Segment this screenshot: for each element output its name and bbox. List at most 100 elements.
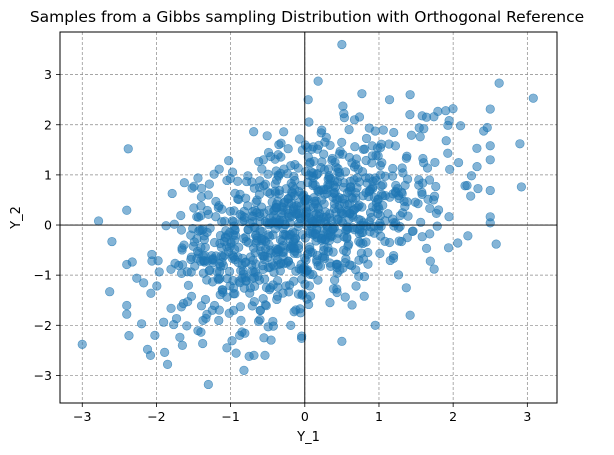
data-point	[289, 243, 299, 253]
data-point	[215, 230, 226, 241]
x-tick-label: −3	[73, 409, 91, 424]
data-point	[466, 171, 477, 181]
data-point	[401, 153, 411, 163]
data-point	[318, 185, 329, 195]
data-point	[293, 218, 304, 228]
x-axis-label: Y_1	[296, 430, 320, 445]
data-point	[453, 238, 463, 248]
data-point	[282, 231, 292, 241]
data-point	[201, 313, 211, 323]
data-point	[214, 164, 224, 174]
data-point	[453, 157, 464, 168]
data-point	[285, 260, 296, 270]
data-point	[339, 113, 349, 123]
data-point	[349, 115, 360, 125]
data-point	[337, 194, 347, 204]
data-point	[260, 274, 270, 284]
data-point	[214, 315, 224, 326]
data-point	[376, 231, 386, 241]
data-point	[196, 211, 206, 221]
data-point	[370, 320, 380, 330]
data-point	[255, 211, 265, 222]
data-point	[494, 78, 504, 88]
data-point	[328, 192, 338, 202]
data-point	[227, 336, 237, 346]
data-point	[200, 242, 210, 252]
data-point	[431, 208, 442, 218]
data-point	[235, 189, 245, 199]
data-point	[271, 202, 281, 212]
data-point	[209, 237, 220, 248]
x-tick-label: 2	[449, 409, 457, 424]
data-point	[254, 189, 265, 200]
data-point	[262, 131, 272, 141]
data-point	[93, 216, 104, 226]
data-point	[291, 305, 301, 315]
data-point	[384, 237, 395, 248]
data-point	[193, 173, 203, 183]
y-axis-ticks: −3 −2 −1 0 1 2 3	[34, 67, 60, 383]
data-point	[358, 144, 368, 154]
data-point	[159, 317, 169, 327]
data-point	[304, 281, 315, 291]
data-point	[405, 90, 415, 100]
data-point	[257, 164, 267, 174]
data-point	[174, 260, 184, 271]
data-point	[485, 185, 495, 196]
data-point	[196, 192, 206, 202]
data-point	[227, 167, 238, 177]
data-point	[294, 134, 305, 144]
data-point	[463, 231, 473, 241]
data-point	[357, 89, 367, 99]
data-point	[166, 303, 176, 313]
data-point	[177, 245, 187, 255]
data-point	[417, 189, 427, 200]
data-point	[384, 139, 394, 149]
data-point	[122, 259, 132, 270]
data-point	[124, 331, 134, 341]
data-point	[429, 195, 439, 205]
data-point	[472, 161, 482, 172]
data-point	[183, 280, 194, 290]
data-point	[424, 175, 435, 185]
data-point	[308, 202, 319, 212]
data-point	[294, 187, 304, 197]
data-point	[473, 183, 483, 194]
data-point	[320, 137, 330, 147]
data-point	[354, 236, 364, 246]
y-tick-label: 2	[44, 117, 52, 132]
data-point	[405, 109, 415, 120]
data-point	[528, 93, 538, 103]
data-point	[220, 216, 230, 226]
data-point	[272, 291, 283, 301]
data-point	[433, 106, 443, 117]
data-point	[413, 199, 423, 209]
data-point	[317, 125, 327, 135]
data-point	[327, 155, 337, 165]
data-point	[279, 164, 289, 174]
data-point	[233, 176, 243, 186]
data-point	[150, 330, 160, 340]
data-point	[240, 328, 250, 338]
data-point	[374, 204, 384, 214]
data-point	[286, 320, 296, 331]
data-point	[432, 221, 442, 231]
data-point	[236, 315, 246, 325]
data-point	[283, 144, 293, 154]
data-point	[238, 266, 248, 276]
data-point	[354, 229, 364, 239]
data-point	[182, 267, 192, 277]
data-point	[215, 290, 225, 300]
data-point	[430, 157, 440, 168]
data-point	[265, 188, 275, 199]
data-point	[403, 211, 413, 221]
data-point	[260, 350, 270, 360]
data-point	[431, 181, 441, 192]
plot-frame	[59, 31, 558, 404]
data-point	[378, 125, 388, 135]
y-tick-label: −2	[34, 318, 52, 333]
data-point	[333, 177, 343, 187]
data-point	[337, 137, 347, 147]
data-point	[222, 175, 232, 186]
data-point	[196, 301, 207, 311]
